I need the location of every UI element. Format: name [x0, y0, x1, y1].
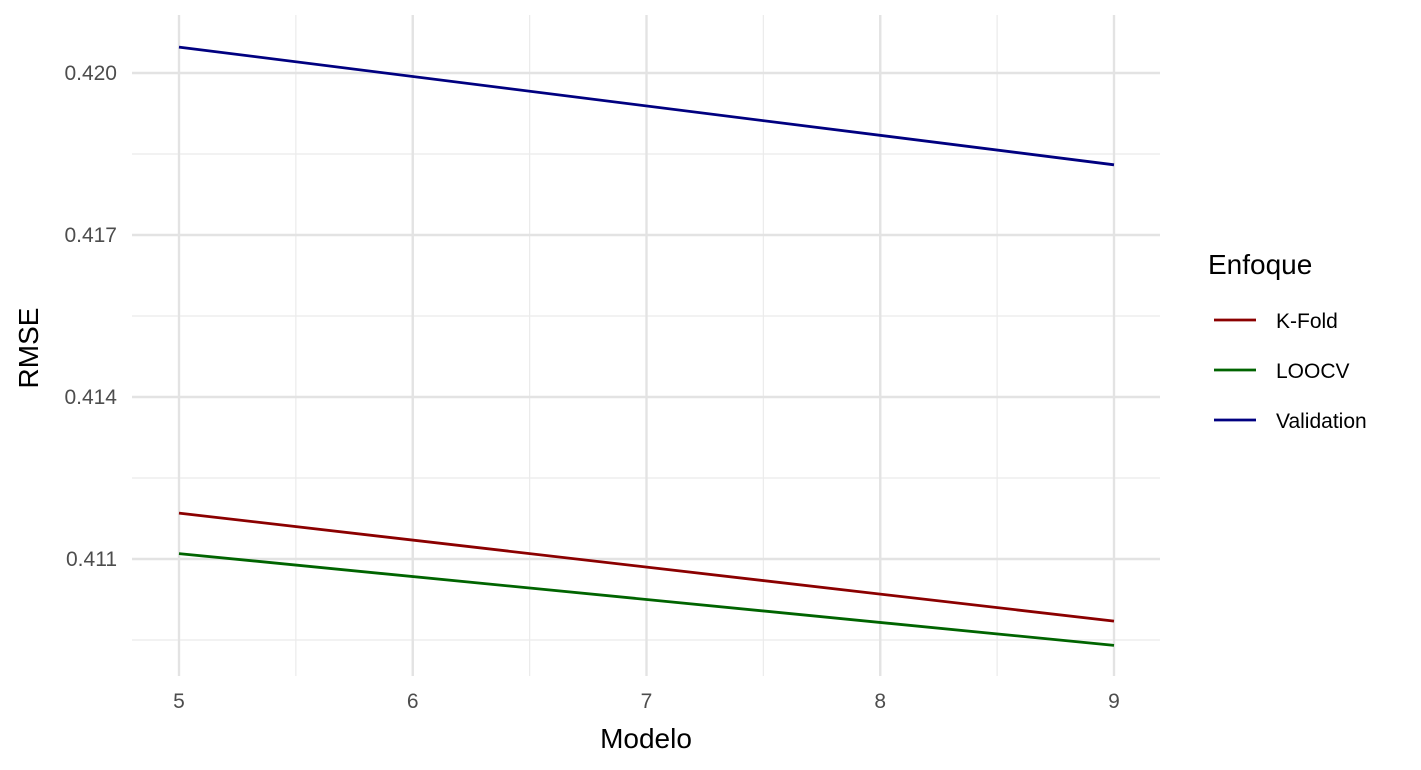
y-axis-title: RMSE — [13, 308, 44, 389]
legend: Enfoque K-Fold LOOCV Validation — [1208, 249, 1367, 433]
x-tick-labels: 5 6 7 8 9 — [173, 690, 1120, 713]
legend-label: Validation — [1276, 410, 1367, 433]
y-tick-label: 0.414 — [64, 386, 117, 409]
legend-title: Enfoque — [1208, 249, 1312, 280]
x-tick-label: 7 — [641, 690, 653, 713]
x-tick-label: 5 — [173, 690, 185, 713]
legend-label: LOOCV — [1276, 360, 1350, 383]
x-tick-label: 9 — [1108, 690, 1120, 713]
legend-label: K-Fold — [1276, 310, 1338, 333]
series-line — [178, 45, 1115, 167]
grid-major — [132, 15, 1160, 676]
y-tick-labels: 0.411 0.414 0.417 0.420 — [64, 62, 117, 571]
y-tick-label: 0.417 — [64, 224, 117, 247]
series-lines — [178, 45, 1115, 647]
x-tick-label: 6 — [407, 690, 419, 713]
legend-items: K-Fold LOOCV Validation — [1214, 310, 1367, 433]
y-tick-label: 0.411 — [66, 548, 117, 571]
x-tick-label: 8 — [874, 690, 886, 713]
x-axis-title: Modelo — [600, 723, 692, 754]
series-line — [178, 552, 1115, 647]
y-tick-label: 0.420 — [64, 62, 117, 85]
series-line — [178, 511, 1115, 623]
